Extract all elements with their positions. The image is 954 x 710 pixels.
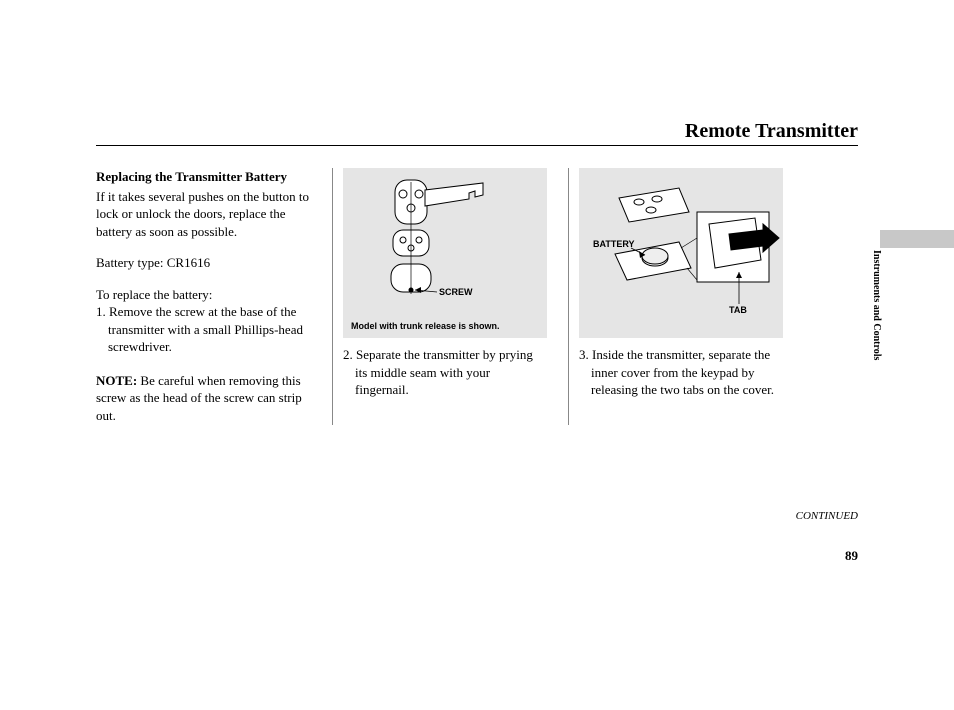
step-2-num: 2. xyxy=(343,347,353,362)
page-number: 89 xyxy=(845,548,858,564)
steps-intro: To replace the battery: xyxy=(96,286,310,304)
intro-paragraph: If it takes several pushes on the button… xyxy=(96,188,310,241)
battery-tab-diagram-icon xyxy=(579,168,783,338)
continued-label: CONTINUED xyxy=(796,510,858,522)
tab-label: TAB xyxy=(729,304,747,316)
note-label: NOTE: xyxy=(96,373,137,388)
side-tab xyxy=(880,230,954,248)
column-2: SCREW Model with trunk release is shown.… xyxy=(332,168,556,425)
title-wrap: Remote Transmitter xyxy=(96,120,858,143)
step-1-text: Remove the screw at the base of the tran… xyxy=(108,304,303,354)
figure-1: SCREW Model with trunk release is shown. xyxy=(343,168,547,338)
battery-type: Battery type: CR1616 xyxy=(96,254,310,272)
manual-page: Remote Transmitter Replacing the Transmi… xyxy=(0,0,954,710)
screw-label: SCREW xyxy=(439,286,473,298)
note: NOTE: Be careful when removing this scre… xyxy=(96,372,310,425)
sidebar-section-label: Instruments and Controls xyxy=(871,250,882,360)
section-heading: Replacing the Transmitter Battery xyxy=(96,168,310,186)
step-3-text: Inside the transmitter, separate the inn… xyxy=(591,347,774,397)
step-3: 3. Inside the transmitter, separate the … xyxy=(579,346,782,399)
figure-1-caption: Model with trunk release is shown. xyxy=(351,320,500,332)
step-3-num: 3. xyxy=(579,347,589,362)
page-title: Remote Transmitter xyxy=(96,120,858,143)
columns: Replacing the Transmitter Battery If it … xyxy=(96,168,856,425)
step-2-text: Separate the transmitter by prying its m… xyxy=(355,347,533,397)
title-rule xyxy=(96,145,858,146)
step-2: 2. Separate the transmitter by prying it… xyxy=(343,346,546,399)
column-1: Replacing the Transmitter Battery If it … xyxy=(96,168,320,425)
step-1: 1. Remove the screw at the base of the t… xyxy=(96,303,310,356)
column-3: BATTERY TAB 3. Inside the transmitter, s… xyxy=(568,168,792,425)
step-1-num: 1. xyxy=(96,304,106,319)
battery-label: BATTERY xyxy=(593,238,635,250)
screw-diagram-icon xyxy=(343,168,547,338)
figure-2: BATTERY TAB xyxy=(579,168,783,338)
